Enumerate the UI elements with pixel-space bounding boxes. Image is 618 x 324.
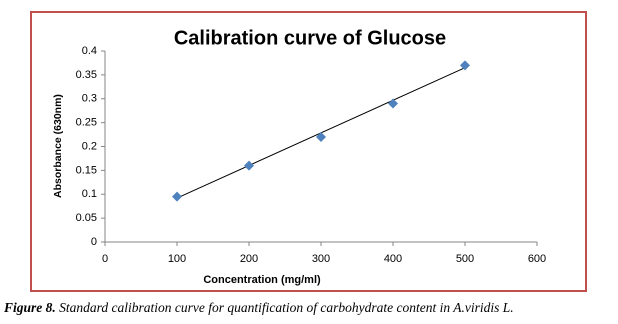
y-tick-label: 0.15 [76,164,97,176]
x-tick-label: 200 [240,253,258,265]
y-axis-label: Absorbance (630nm) [52,94,64,198]
y-tick-label: 0.25 [76,117,97,129]
x-tick-label: 500 [456,253,474,265]
y-tick-label: 0.1 [82,188,97,200]
data-point [316,131,326,142]
x-tick-label: 0 [102,253,108,265]
data-point [172,191,182,202]
x-axis-label: Concentration (mg/ml) [203,274,321,286]
caption: Figure 8. Standard calibration curve for… [4,300,514,316]
data-point [388,98,398,109]
y-tick-label: 0 [91,236,97,248]
y-tick-label: 0.3 [82,93,97,105]
x-tick-label: 100 [168,253,186,265]
y-tick-label: 0.35 [76,69,97,81]
data-point [244,160,254,171]
chart: Calibration curve of Glucose Concentrati… [30,11,587,292]
caption-text: Standard calibration curve for quantific… [59,300,514,315]
x-tick-label: 400 [384,253,402,265]
caption-label: Figure 8. [4,300,56,315]
x-tick-label: 300 [312,253,330,265]
data-point [460,60,470,71]
chart-title: Calibration curve of Glucose [174,27,446,49]
chart-border [30,11,587,292]
x-tick-label: 600 [528,253,546,265]
y-tick-label: 0.05 [76,212,97,224]
y-tick-label: 0.4 [82,45,97,57]
y-tick-label: 0.2 [82,140,97,152]
